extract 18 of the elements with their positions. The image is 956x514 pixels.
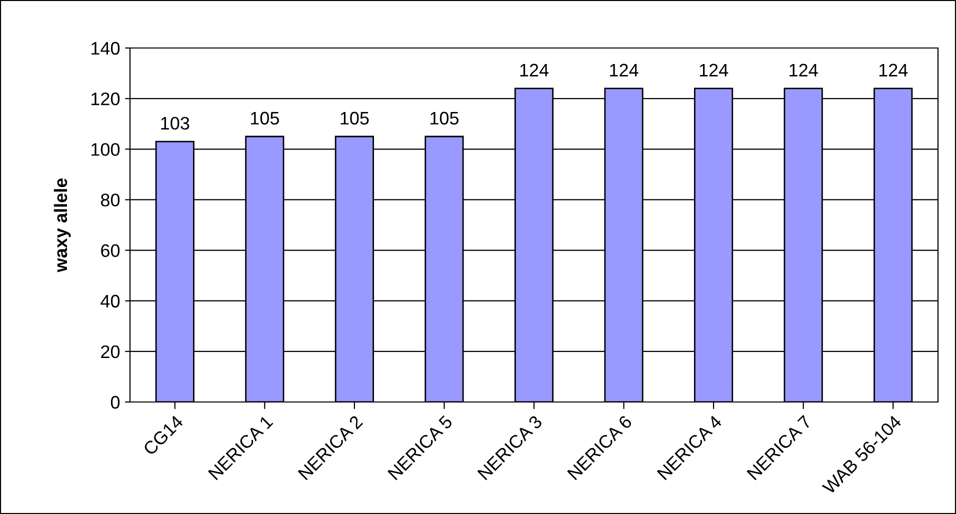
data-label: 124 [700,64,728,76]
y-tick-label: 140 [92,42,120,55]
y-tick-label: 40 [100,294,120,308]
data-label: 124 [610,64,638,76]
y-tick-label: 0 [110,396,120,409]
data-label: 103 [161,116,190,130]
y-tick-label: 60 [101,244,120,258]
data-label: 105 [340,112,369,125]
data-label: 105 [250,112,279,125]
y-tick-label: 80 [100,194,120,206]
y-tick-label: 100 [92,143,120,156]
y-tick-label: 120 [92,92,120,106]
y-axis-title: waxy allele [54,178,71,272]
data-label: 124 [520,64,549,76]
y-tick-label: 20 [101,345,120,358]
data-label: 124 [790,64,818,76]
data-label: 105 [430,112,459,125]
data-label: 124 [879,64,908,76]
